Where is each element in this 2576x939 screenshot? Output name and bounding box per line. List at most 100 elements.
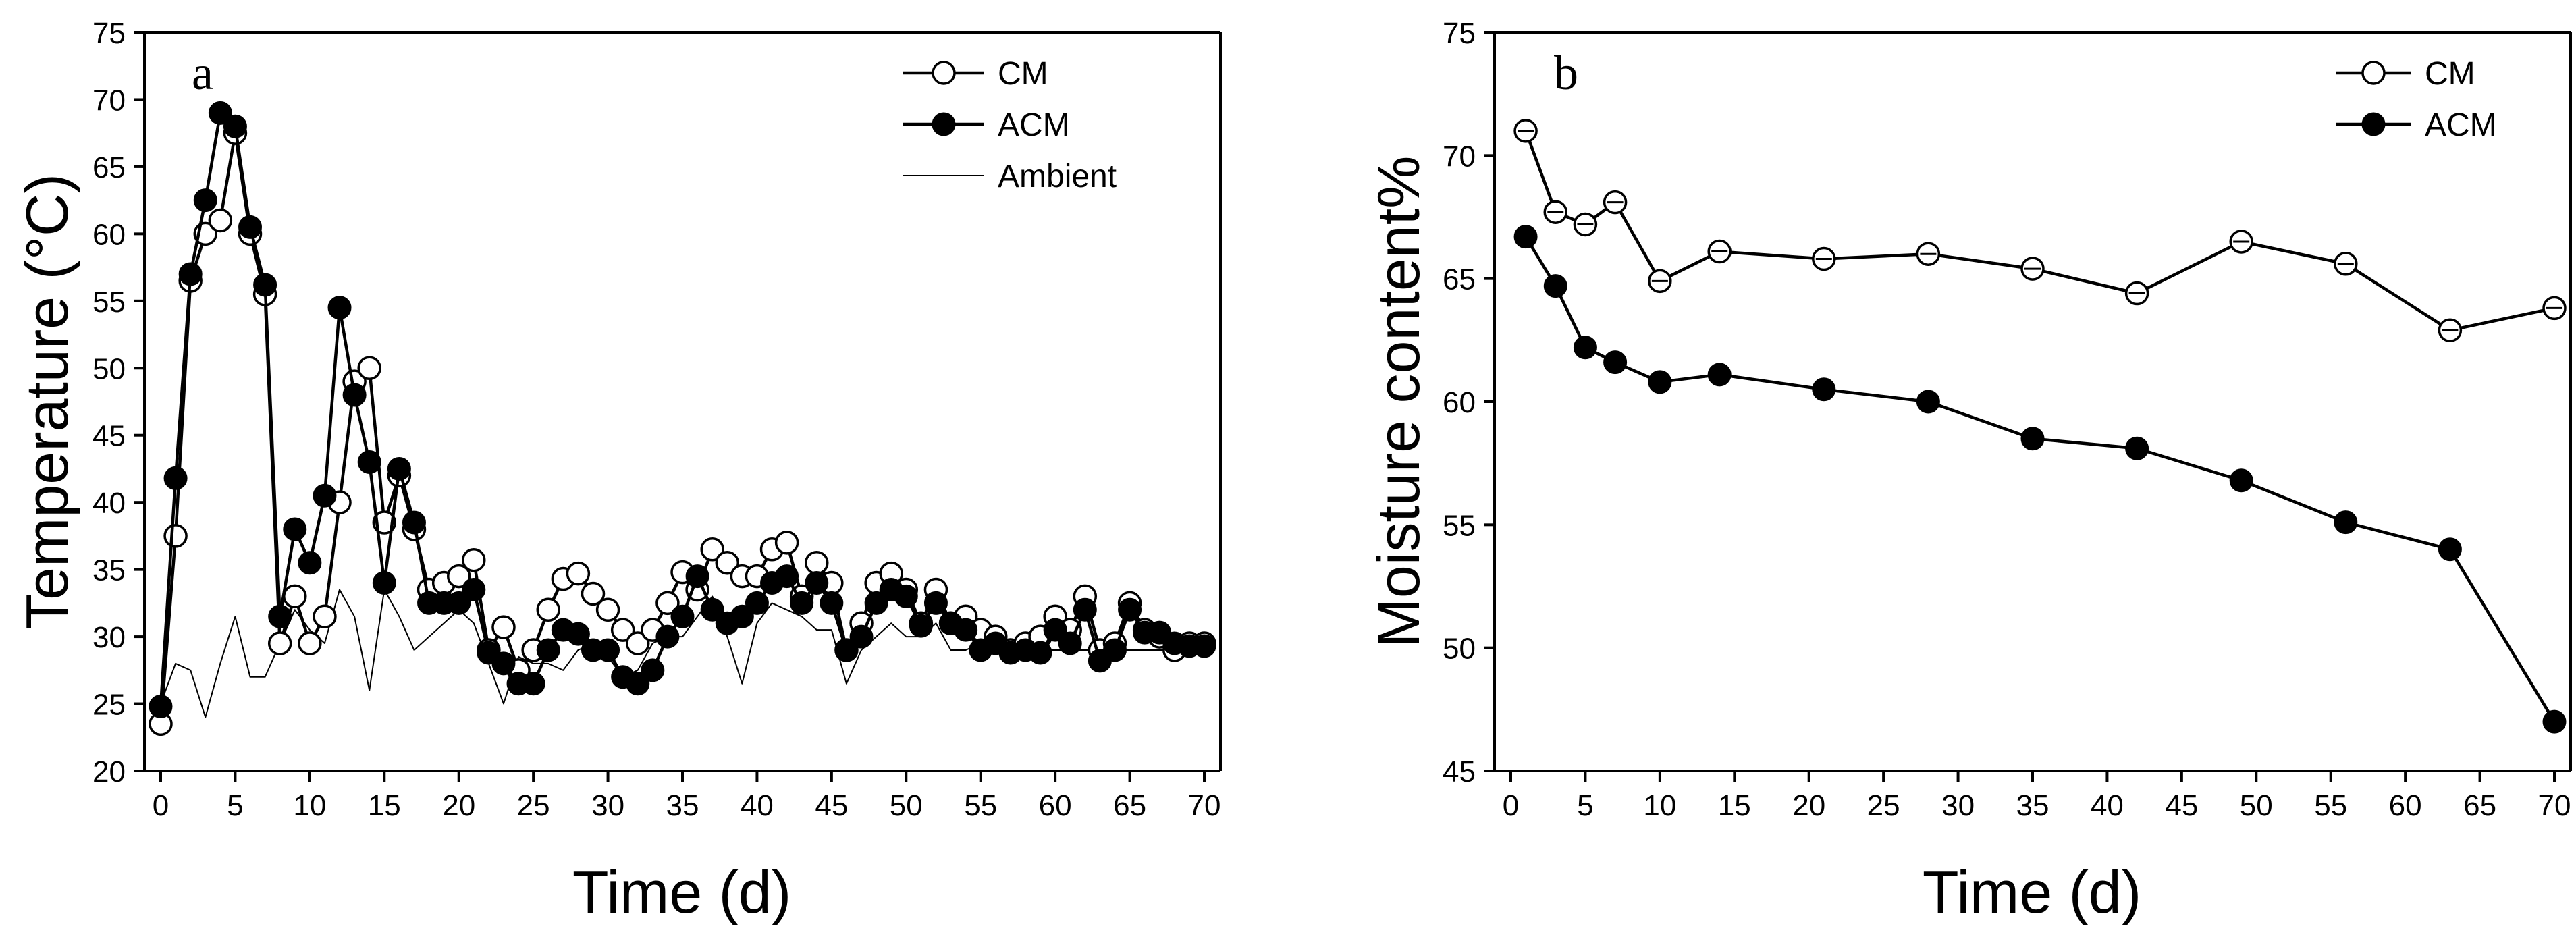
series-line-b-cm xyxy=(1524,130,2555,332)
point-a-acm-52 xyxy=(923,591,948,615)
x-tick-label-a-25: 25 xyxy=(517,789,550,822)
point-a-acm-5 xyxy=(223,114,247,138)
point-a-acm-54 xyxy=(954,618,978,642)
x-tick-label-b-45: 45 xyxy=(2165,789,2198,822)
x-tick-label-a-0: 0 xyxy=(153,789,169,822)
point-a-cm-10 xyxy=(298,631,322,655)
point-b-acm-10 xyxy=(1648,370,1672,394)
point-a-acm-26 xyxy=(536,638,560,662)
x-tick-label-b-55: 55 xyxy=(2314,789,2347,822)
y-tick-label-a-70: 70 xyxy=(92,84,126,117)
x-tick-label-b-70: 70 xyxy=(2538,789,2571,822)
ticks-b: 0 5 10 15 20 25 30 35 40 45 50 55 60 65 70 45 50 55 60 65 70… xyxy=(1443,17,2571,822)
point-a-acm-60 xyxy=(1043,618,1067,642)
x-tick-label-a-10: 10 xyxy=(293,789,326,822)
point-a-acm-12 xyxy=(327,296,352,320)
y-tick-label-a-75: 75 xyxy=(92,17,126,50)
point-a-acm-43 xyxy=(790,591,814,615)
y-tick-label-a-50: 50 xyxy=(92,352,126,385)
y-tick-label-a-20: 20 xyxy=(92,755,126,788)
legend-marker-b-acm xyxy=(2361,112,2386,136)
point-a-cm-26 xyxy=(536,597,560,622)
y-tick-label-a-65: 65 xyxy=(92,151,126,184)
point-a-cm-14 xyxy=(357,356,381,381)
moisture-chart: 0 5 10 15 20 25 30 35 40 45 50 55 60 65 70 45 50 55 60 65 70… xyxy=(1365,17,2572,925)
point-a-cm-37 xyxy=(700,537,724,562)
y-tick-label-b-50: 50 xyxy=(1443,633,1476,666)
point-a-acm-50 xyxy=(894,584,918,608)
y-tick-label-b-70: 70 xyxy=(1443,140,1476,173)
legend-label-b-acm: ACM xyxy=(2425,107,2497,143)
x-tick-label-a-40: 40 xyxy=(741,789,774,822)
point-a-acm-15 xyxy=(372,571,396,595)
point-a-acm-20 xyxy=(447,591,471,615)
point-a-acm-8 xyxy=(268,604,292,628)
point-a-acm-35 xyxy=(670,604,695,628)
legend-label-b-cm: CM xyxy=(2425,56,2475,92)
point-a-acm-23 xyxy=(491,651,516,676)
y-tick-label-a-40: 40 xyxy=(92,487,126,520)
point-a-cm-42 xyxy=(774,531,799,555)
point-b-acm-42 xyxy=(2125,436,2149,460)
x-tick-label-b-10: 10 xyxy=(1643,789,1676,822)
legend-marker-b-cm xyxy=(2361,61,2386,85)
series-b xyxy=(1513,119,2567,734)
point-b-acm-28 xyxy=(1916,390,1940,414)
x-tick-label-a-15: 15 xyxy=(368,789,401,822)
point-a-acm-59 xyxy=(1028,641,1052,665)
point-a-acm-2 xyxy=(178,262,203,286)
y-tick-label-a-35: 35 xyxy=(92,554,126,587)
point-a-acm-16 xyxy=(387,456,411,481)
panel-label-a: a xyxy=(192,46,213,100)
x-tick-label-a-70: 70 xyxy=(1188,789,1221,822)
panel-label-b: b xyxy=(1554,46,1578,100)
point-a-acm-42 xyxy=(775,564,799,589)
legend-marker-a-cm xyxy=(932,61,956,85)
x-axis-title-a: Time (d) xyxy=(572,859,791,925)
point-b-acm-14 xyxy=(1707,363,1732,387)
y-axis-title-b: Moisture content% xyxy=(1365,156,1432,648)
point-a-acm-7 xyxy=(253,273,277,297)
point-a-cm-29 xyxy=(581,581,606,606)
point-b-acm-35 xyxy=(2020,427,2045,451)
point-a-cm-31 xyxy=(610,618,635,642)
x-tick-label-b-60: 60 xyxy=(2389,789,2422,822)
legend-a: CM ACM Ambient xyxy=(903,56,1117,194)
point-a-acm-48 xyxy=(864,591,888,615)
point-a-cm-9 xyxy=(283,584,307,609)
x-tick-label-b-40: 40 xyxy=(2091,789,2124,822)
point-b-acm-21 xyxy=(1812,377,1836,402)
point-b-acm-70 xyxy=(2542,709,2567,734)
y-tick-label-a-30: 30 xyxy=(92,621,126,654)
x-axis-title-b: Time (d) xyxy=(1923,859,2141,925)
legend-b: CM ACM xyxy=(2336,56,2497,143)
y-axis-title-a: Temperature (°C) xyxy=(14,173,80,630)
point-a-acm-1 xyxy=(163,466,188,490)
point-a-cm-38 xyxy=(715,550,740,575)
x-tick-label-b-15: 15 xyxy=(1718,789,1751,822)
point-a-acm-6 xyxy=(238,215,263,239)
y-tick-label-b-65: 65 xyxy=(1443,263,1476,296)
x-tick-label-b-25: 25 xyxy=(1867,789,1900,822)
y-tick-label-b-60: 60 xyxy=(1443,386,1476,419)
point-a-acm-28 xyxy=(566,622,590,646)
point-a-acm-32 xyxy=(626,672,650,696)
series-a xyxy=(149,101,1216,736)
y-tick-label-a-60: 60 xyxy=(92,218,126,251)
point-a-cm-44 xyxy=(805,550,829,575)
point-a-acm-9 xyxy=(283,517,307,541)
point-a-acm-33 xyxy=(641,658,665,682)
x-tick-label-b-50: 50 xyxy=(2240,789,2273,822)
point-a-cm-1 xyxy=(163,524,188,548)
point-a-acm-44 xyxy=(805,571,829,595)
y-tick-label-b-55: 55 xyxy=(1443,509,1476,542)
y-tick-label-b-75: 75 xyxy=(1443,17,1476,50)
point-a-acm-10 xyxy=(298,551,322,575)
y-tick-label-a-45: 45 xyxy=(92,420,126,453)
point-a-acm-3 xyxy=(193,188,217,213)
y-tick-label-a-25: 25 xyxy=(92,689,126,722)
point-a-acm-62 xyxy=(1073,597,1097,622)
x-tick-label-a-5: 5 xyxy=(227,789,243,822)
point-a-cm-8 xyxy=(267,631,292,655)
point-a-cm-20 xyxy=(446,564,471,589)
